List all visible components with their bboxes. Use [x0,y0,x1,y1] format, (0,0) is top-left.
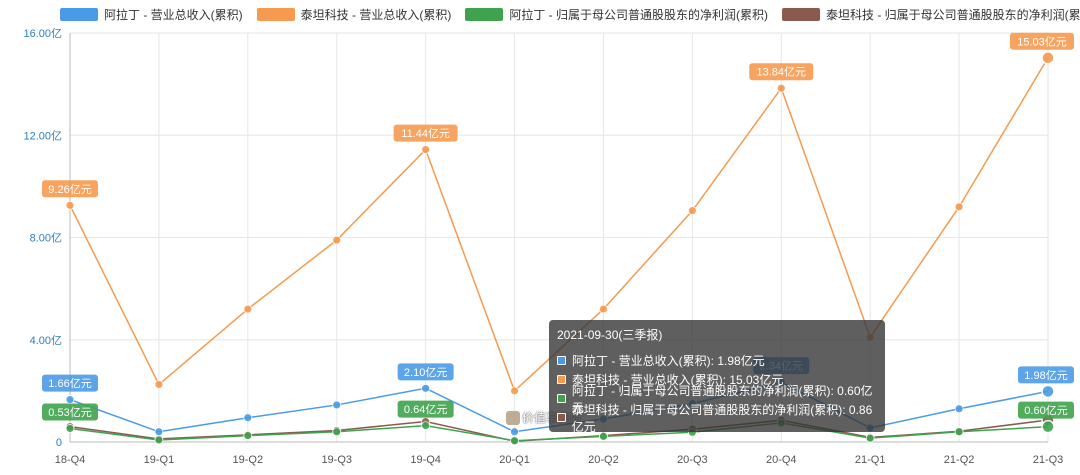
data-point [154,380,164,389]
data-point [243,304,253,314]
tooltip-row: 泰坦科技 - 营业总收入(累积): 15.03亿元 [557,370,877,389]
y-tick-label: 0 [56,437,62,449]
data-point [510,427,519,437]
legend-item-aladdin-revenue[interactable]: 阿拉丁 - 营业总收入(累积) [60,6,243,23]
tooltip-marker [557,394,566,403]
data-label: 2.10亿元 [404,366,447,379]
y-tick-label: 12.00亿 [23,129,62,142]
data-label: 0.60亿元 [1024,404,1067,417]
tooltip-title: 2021-09-30(三季报) [557,328,663,342]
x-tick-label: 20-Q4 [766,454,797,466]
legend-label: 阿拉丁 - 归属于母公司普通股股东的净利润(累积) [509,8,769,22]
x-tick-label: 20-Q1 [499,454,530,466]
data-point [65,200,75,210]
data-label: 1.66亿元 [48,377,91,390]
y-tick-label: 4.00亿 [30,334,62,347]
legend-swatch [256,8,295,21]
data-point [243,413,253,423]
chart-tooltip: 2021-09-30(三季报) 阿拉丁 - 营业总收入(累积): 1.98亿元 … [549,320,885,434]
data-point [1041,384,1055,399]
data-point [954,202,964,212]
data-label-bg [42,180,98,198]
tooltip-text: 泰坦科技 - 归属于母公司普通股股东的净利润(累积): 0.86亿元 [571,402,873,434]
data-point [154,435,164,445]
legend-item-titan-revenue[interactable]: 泰坦科技 - 营业总收入(累积) [256,6,452,23]
tooltip-marker [557,413,566,422]
data-point [154,427,164,437]
data-point [510,436,519,446]
tooltip-marker [557,375,566,384]
data-label-bg [749,63,814,81]
data-point [865,433,875,443]
tooltip-row: 阿拉丁 - 营业总收入(累积): 1.98亿元 [557,351,877,370]
x-tick-label: 20-Q2 [588,454,619,466]
data-point [1041,419,1055,434]
tooltip-row: 阿拉丁 - 归属于母公司普通股股东的净利润(累积): 0.60亿元 [557,384,877,415]
x-tick-label: 21-Q2 [944,454,975,466]
tooltip-marker [557,356,566,365]
data-label-bg [397,400,454,418]
data-point [421,383,431,393]
legend-swatch [60,8,98,21]
tooltip-row: 泰坦科技 - 归属于母公司普通股股东的净利润(累积): 0.86亿元 [557,403,877,434]
legend-item-titan-profit[interactable]: 泰坦科技 - 归属于母公司普通股股东的净利润(累积) [782,6,1080,23]
legend-swatch [465,8,504,21]
series-line [69,422,1049,442]
tooltip-text: 阿拉丁 - 归属于母公司普通股股东的净利润(累积): 0.60亿元 [571,383,873,415]
data-label-bg [42,374,98,392]
legend-item-aladdin-profit[interactable]: 阿拉丁 - 归属于母公司普通股股东的净利润(累积) [465,6,768,23]
data-label: 13.84亿元 [757,66,807,79]
x-tick-label: 19-Q4 [410,454,441,466]
y-tick-label: 8.00亿 [30,232,62,245]
data-label-bg [1010,32,1074,50]
data-point [65,424,75,433]
data-point [954,404,964,414]
x-tick-label: 19-Q1 [144,454,175,466]
data-point [599,304,608,314]
data-point [332,400,342,410]
data-label: 9.26亿元 [48,183,91,196]
watermark-logo-icon [506,410,520,425]
data-point [243,431,253,441]
legend-label: 阿拉丁 - 营业总收入(累积) [104,8,243,22]
data-point [421,421,431,431]
data-point [510,386,519,396]
data-label: 1.98亿元 [1024,369,1067,382]
data-point [776,83,786,93]
legend-swatch [782,8,821,21]
x-tick-label: 20-Q3 [677,454,708,466]
data-point [954,427,964,437]
x-tick-label: 18-Q4 [55,454,86,466]
data-label-bg [1018,366,1074,384]
data-point [1041,51,1055,65]
data-label-bg [393,124,458,142]
data-point [65,395,75,404]
x-tick-label: 21-Q3 [1033,454,1064,466]
data-label: 11.44亿元 [401,127,450,140]
legend-label: 泰坦科技 - 营业总收入(累积) [300,8,452,22]
data-label-bg [1018,401,1074,419]
data-point [421,145,431,154]
x-tick-label: 21-Q1 [855,454,886,466]
data-point [599,431,608,441]
data-label-bg [42,403,98,421]
legend-label: 泰坦科技 - 归属于母公司普通股股东的净利润(累积) [826,8,1080,22]
data-label: 15.03亿元 [1017,35,1067,48]
tooltip-text: 泰坦科技 - 营业总收入(累积): 15.03亿元 [572,373,784,387]
data-point [332,235,342,245]
data-label: 0.64亿元 [404,403,447,416]
y-tick-label: 16.00亿 [23,27,62,40]
data-point [687,206,697,216]
data-point [332,427,342,437]
tooltip-text: 阿拉丁 - 营业总收入(累积): 1.98亿元 [572,354,765,368]
x-tick-label: 19-Q2 [233,454,264,466]
x-tick-label: 19-Q3 [321,454,352,466]
data-label: 0.53亿元 [48,406,91,419]
data-label-bg [397,363,454,381]
chart-legend: 阿拉丁 - 营业总收入(累积) 泰坦科技 - 营业总收入(累积) 阿拉丁 - 归… [60,6,1080,23]
